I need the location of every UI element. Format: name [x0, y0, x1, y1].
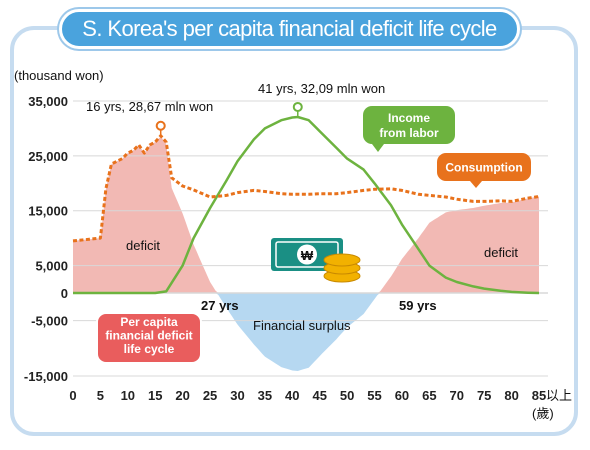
legend-income-text: from labor: [379, 126, 439, 140]
x-suffix: 以上: [546, 388, 572, 403]
x-tick-label: 65: [422, 388, 436, 403]
won-coin: [297, 244, 317, 265]
x-tick-label: 0: [69, 388, 76, 403]
x-tick-label: 60: [395, 388, 409, 403]
y-tick-label: 15,000: [28, 204, 68, 219]
y-axis-label: (thousand won): [14, 68, 104, 83]
x-tick-label: 5: [97, 388, 104, 403]
legend-cycle-box: [96, 312, 202, 364]
peak-label: 16 yrs, 28,67 mln won: [86, 99, 213, 114]
y-tick-label: 25,000: [28, 149, 68, 164]
peak-label: 41 yrs, 32,09 mln won: [258, 81, 385, 96]
legend-consumption-text: Consumption: [445, 161, 522, 175]
crossing-label: 27 yrs: [201, 298, 239, 313]
surplus-label: Financial surplus: [253, 318, 351, 333]
deficit-label-left: deficit: [126, 238, 160, 253]
legend-consumption-box: [437, 153, 531, 181]
x-tick-label: 15: [148, 388, 162, 403]
peak-marker: [155, 120, 166, 131]
crossing-label: 59 yrs: [399, 298, 437, 313]
title-banner: S. Korea's per capita financial deficit …: [59, 9, 520, 49]
x-tick-label: 80: [504, 388, 518, 403]
x-tick-label: 20: [175, 388, 189, 403]
y-tick-label: -5,000: [31, 314, 68, 329]
x-tick-label: 75: [477, 388, 491, 403]
legend-cycle-text: Per capita: [120, 315, 178, 329]
series-layer: [72, 101, 540, 295]
x-tick-label: 40: [285, 388, 299, 403]
peak-marker: [292, 101, 303, 112]
x-tick-label: 35: [258, 388, 272, 403]
x-tick-label: 10: [121, 388, 135, 403]
legend-cycle-text: life cycle: [124, 342, 175, 356]
y-tick-label: 5,000: [35, 259, 68, 274]
legend-income-pointer: [372, 144, 384, 152]
x-tick-label: 85: [532, 388, 546, 403]
won-icon: ₩: [301, 248, 314, 263]
x-unit-label: (歲): [532, 406, 554, 421]
x-tick-label: 30: [230, 388, 244, 403]
x-tick-label: 45: [312, 388, 326, 403]
y-tick-label: -15,000: [24, 369, 68, 384]
x-tick-label: 70: [450, 388, 464, 403]
legend-income-box: [363, 106, 455, 144]
y-tick-label: 0: [61, 286, 68, 301]
legend-income-text: Income: [388, 111, 430, 125]
chart-title: S. Korea's per capita financial deficit …: [82, 16, 497, 41]
coin-stack-icon: [323, 253, 361, 267]
y-tick-label: 35,000: [28, 94, 68, 109]
x-tick-label: 25: [203, 388, 217, 403]
surplus-area: [73, 293, 539, 371]
income-line: [73, 115, 540, 295]
x-tick-label: 50: [340, 388, 354, 403]
legend-consumption-pointer: [470, 181, 482, 188]
consumption-line: [72, 134, 540, 243]
legend-cycle-text: financial deficit: [105, 329, 192, 343]
deficit-label-right: deficit: [484, 245, 518, 260]
x-tick-label: 55: [367, 388, 381, 403]
